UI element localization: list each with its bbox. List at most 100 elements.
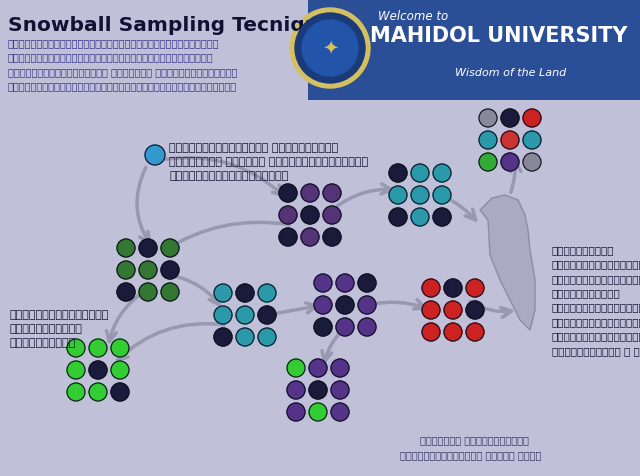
Circle shape (117, 283, 135, 301)
Circle shape (258, 306, 276, 324)
Circle shape (479, 131, 497, 149)
Circle shape (214, 306, 232, 324)
Circle shape (301, 184, 319, 202)
Circle shape (433, 164, 451, 182)
FancyArrowPatch shape (137, 168, 149, 242)
Circle shape (501, 131, 519, 149)
Circle shape (111, 339, 129, 357)
Circle shape (67, 339, 85, 357)
Circle shape (279, 228, 297, 246)
Circle shape (336, 296, 354, 314)
Circle shape (336, 274, 354, 292)
FancyBboxPatch shape (308, 0, 640, 100)
Circle shape (444, 279, 462, 297)
FancyArrowPatch shape (118, 324, 224, 360)
FancyArrowPatch shape (322, 329, 343, 361)
Circle shape (279, 206, 297, 224)
Text: เดินตามข้อแนะนำและการอ้างอิงของชุมชน
เพื่อจัดกระบวนการแลกเปลี่ยนเรียนรู้
เพื่อรว: เดินตามข้อแนะนำและการอ้างอิงของชุมชน เพื… (8, 38, 237, 91)
Text: คณะสังคมศาสตร์ มหิดล ๒๕๕๕: คณะสังคมศาสตร์ มหิดล ๒๕๕๕ (400, 450, 541, 460)
Circle shape (314, 274, 332, 292)
Circle shape (258, 328, 276, 346)
Circle shape (309, 381, 327, 399)
Circle shape (411, 164, 429, 182)
Circle shape (331, 381, 349, 399)
Circle shape (523, 109, 541, 127)
FancyArrowPatch shape (334, 184, 391, 208)
Circle shape (422, 301, 440, 319)
Circle shape (444, 301, 462, 319)
Text: วิรัตน์ คำศรีจันทร์: วิรัตน์ คำศรีจันทร์ (420, 435, 529, 445)
Circle shape (89, 339, 107, 357)
Circle shape (214, 284, 232, 302)
Circle shape (479, 153, 497, 171)
FancyArrowPatch shape (106, 294, 141, 341)
Polygon shape (480, 195, 535, 330)
Circle shape (161, 239, 179, 257)
Circle shape (433, 186, 451, 204)
Circle shape (323, 206, 341, 224)
Circle shape (466, 323, 484, 341)
Circle shape (287, 403, 305, 421)
Circle shape (111, 383, 129, 401)
Circle shape (466, 301, 484, 319)
Circle shape (331, 359, 349, 377)
FancyArrowPatch shape (163, 158, 283, 196)
FancyArrowPatch shape (470, 301, 511, 317)
Text: เริ่มเดินเข้าหา แนะนำตนเอง
เรียนรู้ บันทึก และขอการอ้างอิง
หรือขอคำแนะนำต่อไป: เริ่มเดินเข้าหา แนะนำตนเอง เรียนรู้ บันท… (169, 143, 368, 181)
Circle shape (411, 208, 429, 226)
Circle shape (89, 361, 107, 379)
Circle shape (523, 131, 541, 149)
FancyArrowPatch shape (173, 276, 219, 305)
Circle shape (314, 318, 332, 336)
Circle shape (67, 361, 85, 379)
Circle shape (323, 184, 341, 202)
Circle shape (389, 208, 407, 226)
Circle shape (358, 274, 376, 292)
Circle shape (236, 284, 254, 302)
Circle shape (314, 296, 332, 314)
Circle shape (301, 228, 319, 246)
Circle shape (161, 283, 179, 301)
Circle shape (145, 145, 165, 165)
Circle shape (139, 239, 157, 257)
Circle shape (323, 228, 341, 246)
Circle shape (236, 306, 254, 324)
Text: กลุ่มแกนนำ
หรือกลุ่มตัวแทน
ที่มีความเป็นผู้นำ
โดยธรรมชาติ
เป็นนักวิจัยท้องถิ่น
ห: กลุ่มแกนนำ หรือกลุ่มตัวแทน ที่มีความเป็น… (552, 245, 640, 356)
Circle shape (295, 13, 365, 83)
Circle shape (358, 296, 376, 314)
FancyArrowPatch shape (164, 222, 289, 251)
Circle shape (67, 383, 85, 401)
Text: Welcome to: Welcome to (378, 10, 448, 23)
Circle shape (139, 283, 157, 301)
Text: แหล่งการอ้างอิง
และการแนะนำ
ที่ซ้ำบ่อย: แหล่งการอ้างอิง และการแนะนำ ที่ซ้ำบ่อย (10, 310, 109, 348)
Circle shape (236, 328, 254, 346)
Circle shape (501, 109, 519, 127)
Text: MAHIDOL UNIVERSITY: MAHIDOL UNIVERSITY (370, 26, 627, 46)
Circle shape (117, 261, 135, 279)
Circle shape (466, 279, 484, 297)
Text: ✦: ✦ (322, 39, 338, 58)
Circle shape (139, 261, 157, 279)
FancyArrowPatch shape (444, 196, 476, 220)
Circle shape (302, 20, 358, 76)
Circle shape (422, 323, 440, 341)
Circle shape (422, 279, 440, 297)
Circle shape (523, 153, 541, 171)
Circle shape (336, 318, 354, 336)
Circle shape (111, 361, 129, 379)
Circle shape (309, 403, 327, 421)
Circle shape (444, 323, 462, 341)
Circle shape (389, 186, 407, 204)
Circle shape (161, 261, 179, 279)
Circle shape (331, 403, 349, 421)
Circle shape (214, 328, 232, 346)
Circle shape (309, 359, 327, 377)
Circle shape (89, 383, 107, 401)
Circle shape (279, 184, 297, 202)
Circle shape (301, 206, 319, 224)
Circle shape (389, 164, 407, 182)
Circle shape (287, 381, 305, 399)
Circle shape (287, 359, 305, 377)
Circle shape (358, 318, 376, 336)
Circle shape (479, 109, 497, 127)
